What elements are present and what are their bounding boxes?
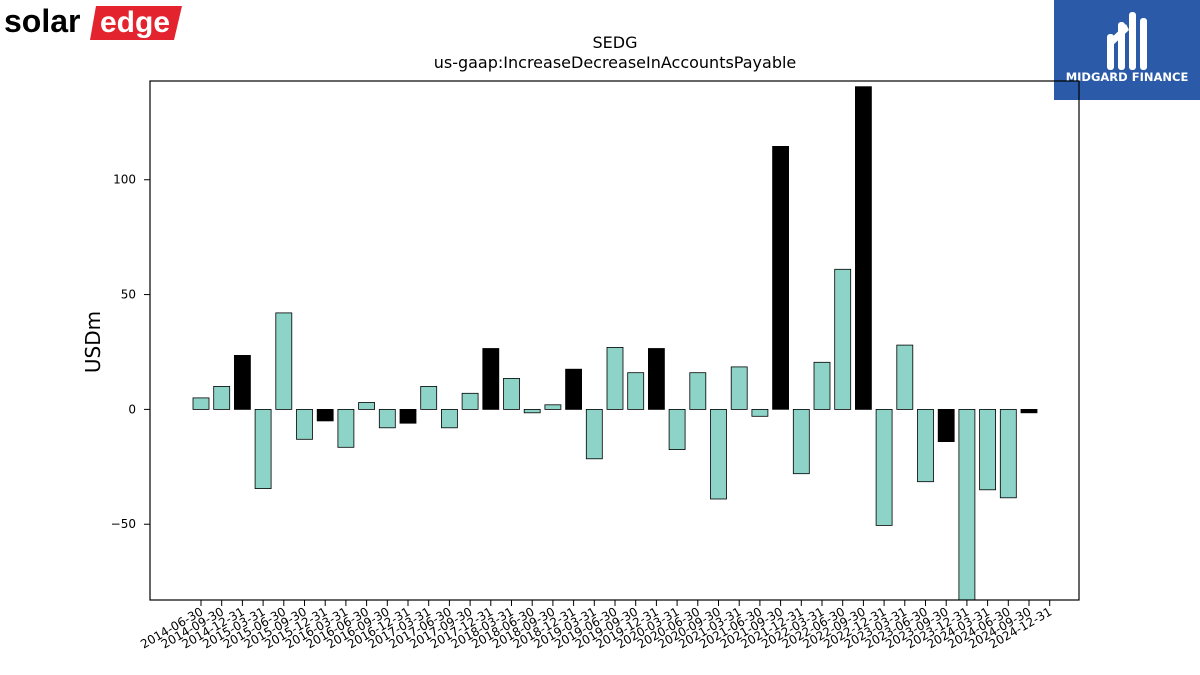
bar-2014-09-30: [213, 385, 231, 410]
bar-2022-03-31: [813, 361, 831, 410]
bar-2018-06-30: [523, 408, 541, 414]
bar-2022-06-30: [834, 268, 852, 410]
bars-layer: [192, 86, 1038, 601]
bar-2015-12-31: [316, 408, 334, 422]
chart-subtitle: us-gaap:IncreaseDecreaseInAccountsPayabl…: [434, 53, 797, 72]
y-tick-label-100: 100: [113, 173, 136, 187]
bar-2018-09-30: [544, 404, 562, 410]
y-axis: −50 0 50 100: [111, 173, 150, 531]
bar-2023-03-31: [896, 344, 914, 410]
bar-2014-12-31: [233, 354, 251, 410]
bar-2021-09-30: [772, 145, 789, 410]
bar-2022-09-30: [855, 86, 872, 410]
y-tick-label--50: −50: [111, 517, 136, 531]
bar-2017-06-30: [440, 408, 458, 429]
logo-red-banner: [90, 6, 182, 40]
bar-2015-03-31: [254, 408, 272, 489]
midgard-finance-text: MIDGARD FINANCE: [1066, 70, 1189, 84]
bar-2019-12-31: [648, 348, 665, 410]
plot-frame: [149, 80, 1080, 601]
chart-title: SEDG: [593, 33, 638, 52]
bar-2016-06-30: [358, 402, 376, 410]
bar-2015-09-30: [296, 408, 313, 440]
logo-text-solar: solar: [4, 3, 80, 39]
bar-2023-09-30: [937, 408, 955, 442]
bar-2024-06-30: [999, 408, 1017, 499]
bar-2017-03-31: [420, 385, 438, 410]
bar-2023-12-31: [958, 408, 976, 601]
bar-2016-09-30: [378, 408, 396, 429]
bar-2024-09-30: [1020, 408, 1038, 414]
bar-2017-12-31: [482, 348, 500, 410]
y-tick-label-0: 0: [128, 402, 136, 416]
bar-2017-09-30: [461, 392, 479, 410]
bar-2016-03-31: [337, 408, 355, 448]
bar-2019-03-31: [585, 408, 603, 460]
bar-2021-03-31: [730, 366, 748, 410]
bar-2024-03-31: [979, 408, 996, 491]
bar-2018-12-31: [565, 368, 582, 410]
bar-2019-06-30: [606, 346, 624, 410]
bar-2021-06-30: [751, 408, 769, 417]
y-axis-label: USDm: [81, 311, 105, 373]
y-tick-label-50: 50: [121, 288, 136, 302]
logo-text-edge: edge: [100, 6, 170, 39]
bar-2020-06-30: [689, 372, 707, 410]
bar-2015-06-30: [275, 312, 293, 410]
bar-2016-12-31: [399, 408, 417, 424]
bar-2019-09-30: [627, 372, 645, 410]
midgard-monogram-icon: [1107, 12, 1147, 70]
bar-2014-06-30: [192, 397, 210, 410]
bar-2020-03-31: [668, 408, 686, 450]
bar-2022-12-31: [875, 408, 893, 526]
bar-2023-06-30: [917, 408, 934, 483]
solaredge-logo: solar edge: [4, 2, 184, 44]
bar-2018-03-31: [503, 377, 520, 410]
bar-2021-12-31: [792, 408, 810, 475]
x-axis: 2014-06-302014-09-302014-12-312015-03-31…: [138, 600, 1054, 651]
bar-2020-09-30: [710, 408, 727, 500]
midgard-finance-logo: MIDGARD FINANCE: [1054, 0, 1200, 100]
